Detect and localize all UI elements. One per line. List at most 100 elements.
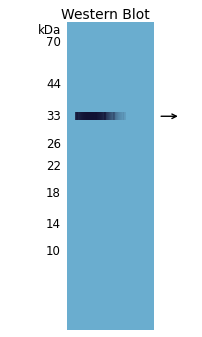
Bar [106,112,107,120]
Bar [115,112,116,120]
Bar [75,112,76,120]
Bar [122,112,123,120]
Bar [76,112,77,120]
Bar [123,112,124,120]
Bar [115,112,116,120]
Bar [121,112,122,120]
Bar [82,112,83,120]
Bar [111,112,112,120]
Bar [84,112,85,120]
Bar [94,112,95,120]
Bar [97,112,98,120]
Bar [112,112,113,120]
Bar [119,112,120,120]
Bar [75,112,76,120]
Bar [104,112,105,120]
Bar [79,112,80,120]
Bar [117,112,118,120]
Bar [83,112,84,120]
Bar [120,112,121,120]
Bar [76,112,77,120]
Bar [116,112,117,120]
Bar [80,112,81,120]
Bar [85,112,86,120]
Bar [102,112,103,120]
Text: 18: 18 [46,187,61,200]
Bar [91,112,92,120]
Bar [88,112,89,120]
Bar [104,112,105,120]
Bar [81,112,82,120]
Text: 10: 10 [46,245,61,257]
Bar [98,112,99,120]
Bar [77,112,78,120]
Bar [117,112,118,120]
Bar [124,112,125,120]
Bar [78,112,79,120]
Bar [118,112,119,120]
Bar [110,112,111,120]
Bar [67,22,154,330]
Text: kDa: kDa [37,24,61,37]
Bar [113,112,114,120]
Text: 44: 44 [46,78,61,91]
Bar [114,112,115,120]
Bar [108,112,109,120]
Bar [89,112,90,120]
Bar [96,112,97,120]
Bar [95,112,96,120]
Bar [100,112,101,120]
Bar [101,112,102,120]
Bar [103,112,104,120]
Bar [108,112,109,120]
Bar [78,112,79,120]
Bar [100,112,101,120]
Bar [82,112,83,120]
Bar [99,112,100,120]
Bar [87,112,88,120]
Bar [105,112,106,120]
Bar [91,112,92,120]
Bar [80,112,81,120]
Bar [77,112,78,120]
Bar [120,112,121,120]
Bar [85,112,86,120]
Bar [83,112,84,120]
Text: Western Blot: Western Blot [61,8,149,23]
Bar [103,112,104,120]
Bar [77,112,78,120]
Bar [98,112,99,120]
Bar [92,112,93,120]
Bar [106,112,107,120]
Bar [107,112,108,120]
Bar [113,112,114,120]
Text: 26: 26 [46,139,61,151]
Bar [86,112,87,120]
Bar [87,112,88,120]
Bar [75,112,76,120]
Bar [121,112,122,120]
Bar [105,112,106,120]
Bar [86,112,87,120]
Bar [76,112,77,120]
Bar [119,112,120,120]
Bar [95,112,96,120]
Bar [114,112,115,120]
Bar [79,112,80,120]
Bar [112,112,113,120]
Bar [79,112,80,120]
Text: 33: 33 [46,110,61,123]
Bar [101,112,102,120]
Bar [122,112,123,120]
Bar [83,112,84,120]
Bar [89,112,90,120]
Bar [88,112,89,120]
Bar [81,112,82,120]
Text: 22: 22 [46,160,61,173]
Bar [96,112,97,120]
Bar [92,112,93,120]
Text: 70: 70 [46,36,61,49]
Bar [80,112,81,120]
Bar [113,112,114,120]
Bar [78,112,79,120]
